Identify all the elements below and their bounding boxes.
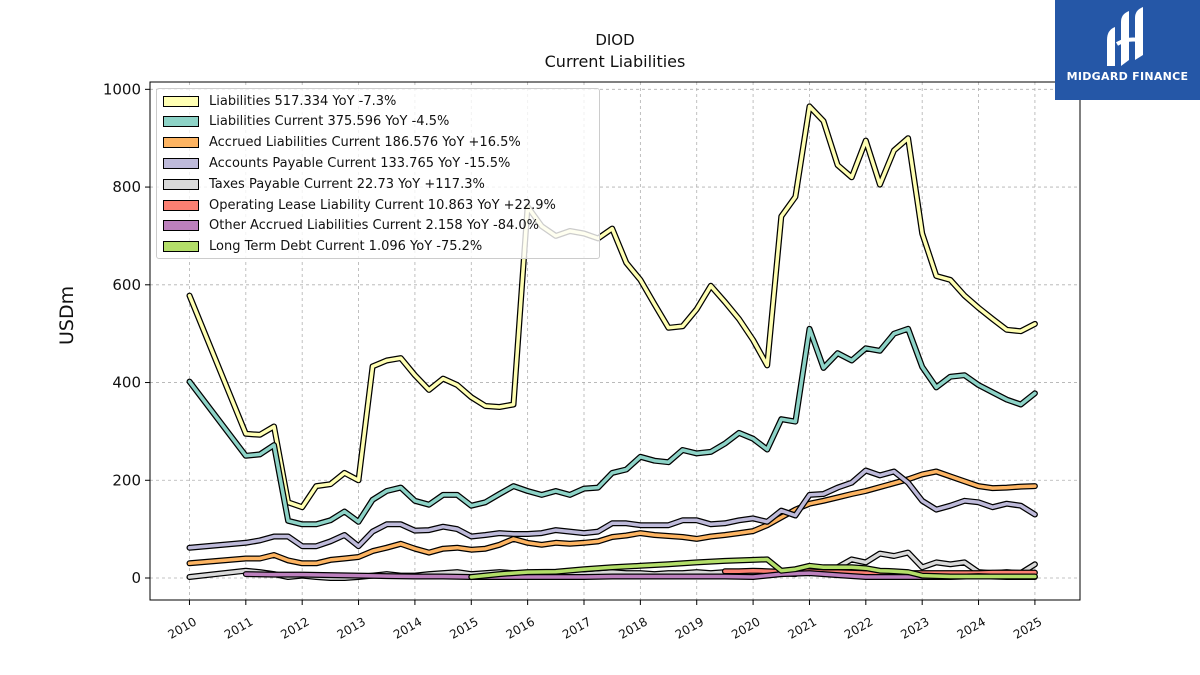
legend-label: Taxes Payable Current 22.73 YoY +117.3% — [209, 176, 485, 192]
legend-item: Other Accrued Liabilities Current 2.158 … — [163, 216, 539, 236]
legend-swatch — [163, 137, 199, 149]
legend-item: Long Term Debt Current 1.096 YoY -75.2% — [163, 237, 482, 257]
legend-label: Accounts Payable Current 133.765 YoY -15… — [209, 155, 511, 171]
x-tick-label: 2024 — [955, 614, 988, 641]
x-tick-label: 2023 — [898, 614, 931, 641]
y-tick-label: 0 — [131, 569, 141, 587]
legend-label: Long Term Debt Current 1.096 YoY -75.2% — [209, 239, 483, 255]
x-tick-label: 2014 — [391, 614, 424, 641]
y-tick-label: 600 — [112, 276, 141, 294]
legend-item: Operating Lease Liability Current 10.863… — [163, 195, 556, 215]
x-tick-label: 2025 — [1011, 614, 1044, 641]
x-tick-label: 2018 — [616, 614, 649, 641]
legend-swatch — [163, 220, 199, 232]
legend-label: Liabilities Current 375.596 YoY -4.5% — [209, 114, 450, 130]
legend-label: Liabilities 517.334 YoY -7.3% — [209, 93, 397, 109]
series-lines — [186, 103, 1038, 581]
y-tick-label: 1000 — [103, 80, 141, 98]
legend-swatch — [163, 95, 199, 107]
x-tick-label: 2011 — [222, 614, 255, 641]
legend-swatch — [163, 116, 199, 128]
x-tick-label: 2015 — [447, 614, 480, 641]
y-tick-label: 800 — [112, 178, 141, 196]
x-tick-label: 2021 — [786, 614, 819, 641]
series-line — [244, 571, 1037, 579]
legend-swatch — [163, 241, 199, 253]
series-line — [187, 468, 1037, 550]
legend-label: Operating Lease Liability Current 10.863… — [209, 197, 556, 213]
y-axis-label: USDm — [56, 285, 78, 345]
legend-item: Liabilities Current 375.596 YoY -4.5% — [163, 112, 449, 132]
brand-logo: MIDGARD FINANCE — [1055, 0, 1200, 100]
series-line — [187, 327, 1037, 527]
legend-label: Accrued Liabilities Current 186.576 YoY … — [209, 135, 521, 151]
legend-item: Accounts Payable Current 133.765 YoY -15… — [163, 153, 510, 173]
x-tick-label: 2022 — [842, 614, 875, 641]
legend-item: Accrued Liabilities Current 186.576 YoY … — [163, 133, 521, 153]
chart-subtitle: Current Liabilities — [544, 52, 686, 71]
brand-name: MIDGARD FINANCE — [1066, 70, 1189, 83]
series-line — [187, 104, 1037, 509]
midgard-logo-icon — [1107, 7, 1143, 66]
legend-swatch — [163, 157, 199, 169]
x-tick-label: 2017 — [560, 614, 593, 641]
legend-swatch — [163, 199, 199, 211]
series-line — [469, 557, 1037, 579]
legend-label: Other Accrued Liabilities Current 2.158 … — [209, 218, 540, 234]
plot-frame — [149, 81, 1081, 601]
y-tick-label: 400 — [112, 374, 141, 392]
legend-item: Taxes Payable Current 22.73 YoY +117.3% — [163, 174, 485, 194]
x-tick-label: 2019 — [673, 614, 706, 641]
x-tick-label: 2013 — [335, 614, 368, 641]
y-tick-label: 200 — [112, 471, 141, 489]
x-tick-label: 2016 — [504, 614, 537, 641]
series-line — [187, 469, 1037, 566]
legend-item: Liabilities 517.334 YoY -7.3% — [163, 91, 396, 111]
x-tick-label: 2012 — [278, 614, 311, 641]
x-tick-label: 2010 — [166, 614, 199, 641]
legend-swatch — [163, 178, 199, 190]
chart-legend: Liabilities 517.334 YoY -7.3% Liabilities… — [156, 88, 600, 259]
x-tick-label: 2020 — [729, 614, 762, 641]
chart-title: DIOD — [595, 31, 635, 49]
